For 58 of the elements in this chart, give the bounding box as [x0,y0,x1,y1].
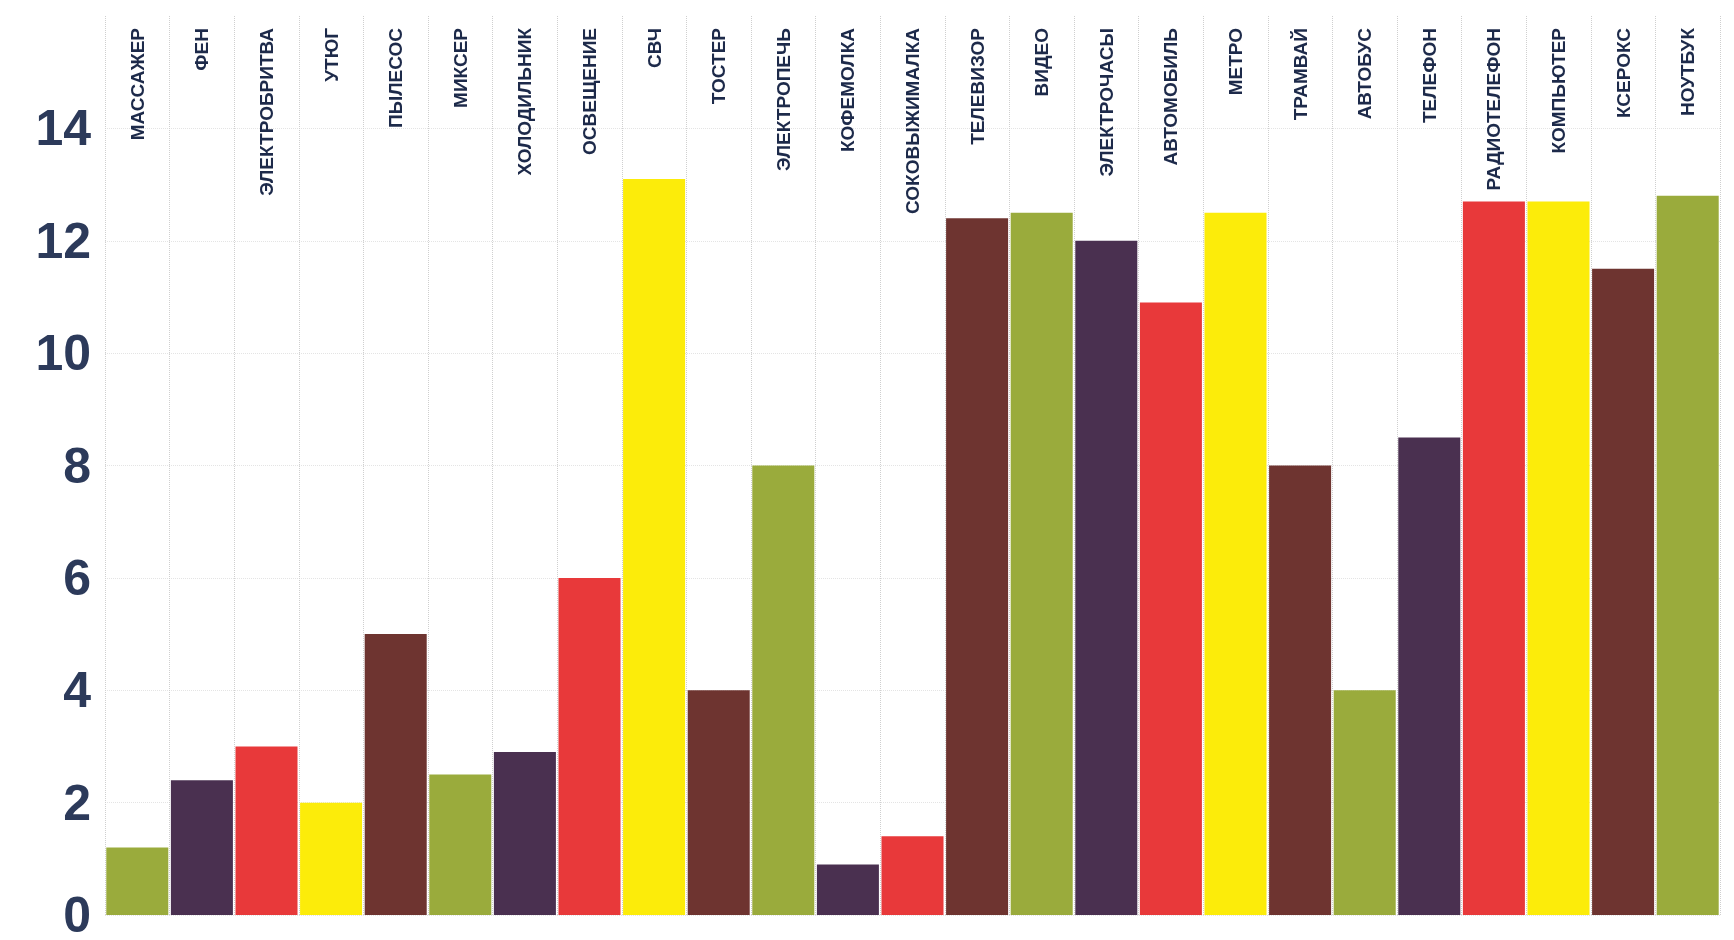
x-tick-label: АВТОМОБИЛЬ [1160,28,1182,166]
x-tick-label: ФЕН [191,28,213,71]
x-tick-label: ПЫЛЕСОС [385,27,407,129]
bar [235,746,298,915]
bar [687,690,750,915]
x-tick-label: УТЮГ [320,27,342,82]
x-tick-label: СВЧ [643,28,665,69]
y-tick-label: 6 [63,549,91,606]
bar [106,847,169,915]
x-tick-label: АВТОБУС [1354,27,1376,120]
y-tick-label: 14 [35,100,92,157]
bar [816,864,879,915]
bar [1333,690,1396,915]
bar [1269,465,1332,915]
bar [946,218,1009,915]
y-tick-label: 10 [35,325,91,382]
bar [493,752,556,915]
x-tick-label: ЭЛЕКТРОЧАСЫ [1095,28,1117,177]
x-tick-label: ТРАМВАЙ [1289,28,1311,121]
x-tick-label: ХОЛОДИЛЬНИК [514,27,536,176]
bar [558,577,621,915]
x-tick-label: МЕТРО [1225,28,1246,96]
y-tick-label: 0 [63,887,91,940]
bar [1139,302,1202,915]
bar [881,836,944,915]
bar [364,634,427,915]
x-tick-label: ТЕЛЕВИЗОР [966,27,988,145]
bar [1656,195,1719,915]
x-tick-label: МАССАЖЕР [126,27,148,141]
x-tick-label: КОФЕМОЛКА [837,27,859,153]
x-tick-label: ОСВЕЩЕНИЕ [579,28,600,155]
y-tick-label: 4 [63,662,92,719]
x-tick-label: КОМПЬЮТЕР [1548,27,1569,154]
y-tick-label: 8 [63,437,91,494]
x-tick-label: КСЕРОКС [1612,27,1634,119]
bar [300,802,363,915]
x-tick-label: ТЕЛЕФОН [1418,28,1440,123]
bar [1398,437,1461,915]
bar [1204,212,1267,915]
bar [1462,201,1525,915]
x-tick-label: ТОСТЕР [708,27,730,105]
y-tick-label: 12 [35,212,91,269]
bar [1592,268,1655,915]
x-tick-label: ЭЛЕКТРОБРИТВА [256,27,277,196]
bar [170,780,233,915]
bar [429,774,492,915]
bar [623,178,686,915]
bar [1527,201,1590,915]
x-tick-label: ВИДЕО [1031,28,1053,97]
x-tick-label: НОУТБУК [1677,27,1699,117]
x-tick-label: РАДИОТЕЛЕФОН [1483,28,1505,191]
x-tick-label: ЭЛЕКТРОПЕЧЬ [772,28,794,172]
bar [1075,240,1138,915]
bar [752,465,815,915]
x-tick-label: СОКОВЫЖИМАЛКА [902,27,923,214]
bar [1010,212,1073,915]
x-tick-label: МИКСЕР [449,27,471,108]
y-tick-label: 2 [63,774,91,831]
